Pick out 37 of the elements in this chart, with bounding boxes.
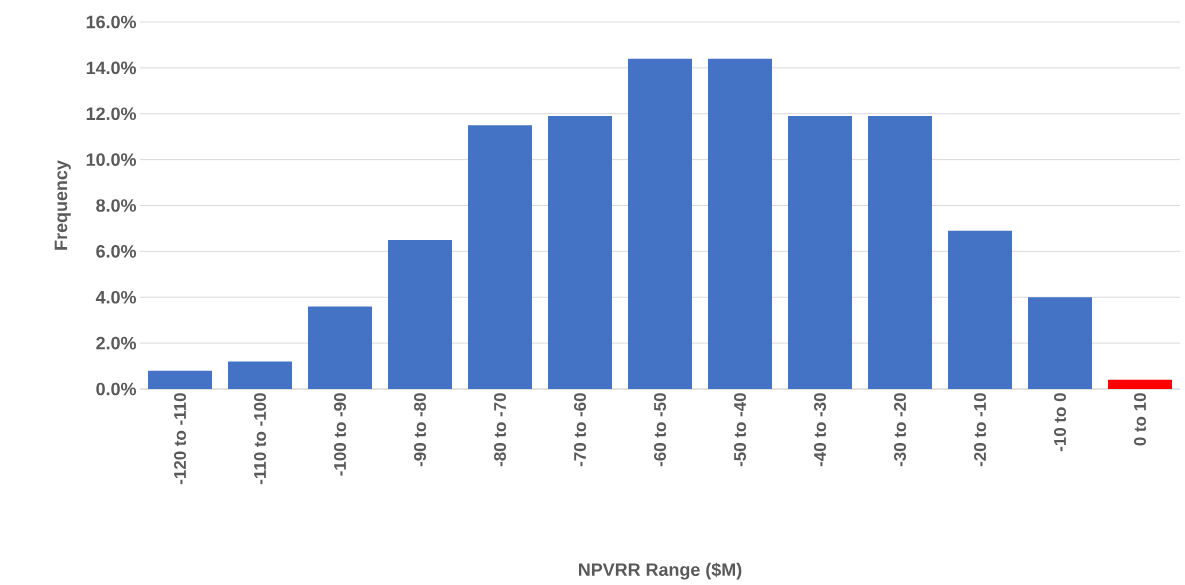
y-tick-label: 10.0% <box>86 153 137 166</box>
y-tick-label: 8.0% <box>96 199 137 212</box>
bar <box>788 116 853 389</box>
bar <box>308 306 373 389</box>
y-tick-label: 2.0% <box>96 336 137 350</box>
x-tick-label: -60 to -50 <box>654 393 667 467</box>
x-tick-label: -50 to -40 <box>734 393 747 467</box>
x-tick-label: -100 to -90 <box>334 393 347 476</box>
bar <box>468 125 533 389</box>
x-tick-label: -20 to -10 <box>974 393 987 467</box>
x-tick-label: -40 to -30 <box>814 393 827 467</box>
x-tick-label: -110 to -100 <box>254 393 267 485</box>
y-tick-label: 12.0% <box>86 107 137 121</box>
bar <box>868 116 933 389</box>
x-tick-label: -30 to -20 <box>894 393 907 467</box>
x-tick-label: -70 to -60 <box>574 393 587 467</box>
y-tick-label: 14.0% <box>86 61 137 75</box>
x-tick-label: 0 to 10 <box>1134 393 1147 446</box>
bar <box>388 239 453 389</box>
y-tick-label: 16.0% <box>86 15 137 29</box>
y-tick-label: 4.0% <box>95 290 137 304</box>
x-tick-label: -90 to -80 <box>414 393 427 467</box>
bar <box>628 58 693 389</box>
y-tick-label: 6.0% <box>96 245 137 258</box>
bar <box>228 361 293 389</box>
x-tick-label: -80 to -70 <box>494 393 507 467</box>
bar <box>548 116 613 389</box>
x-tick-label: -10 to 0 <box>1054 393 1067 452</box>
y-tick-label: 0.0% <box>96 382 137 396</box>
bar <box>948 230 1012 389</box>
y-axis-title: Frequency <box>54 160 71 250</box>
bar <box>1108 379 1173 389</box>
bar <box>148 370 213 389</box>
bar <box>708 58 773 389</box>
x-axis-title: NPVRR Range ($M) <box>579 562 742 580</box>
bar <box>1028 297 1093 389</box>
x-tick-label: -120 to -110 <box>174 393 187 485</box>
